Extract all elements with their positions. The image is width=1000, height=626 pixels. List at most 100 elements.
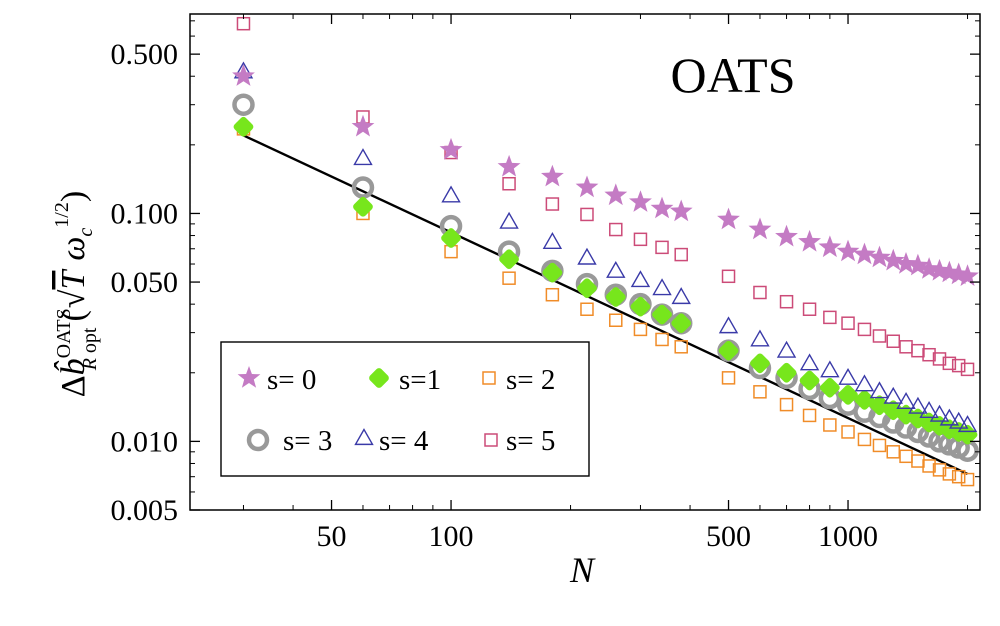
y-title-superscript: OATS [53, 308, 75, 358]
legend-label-s5: s= 5 [506, 425, 555, 457]
point-s=0 [906, 253, 930, 276]
point-s=0 [956, 264, 979, 286]
y-title-subscript-r: R [79, 358, 101, 371]
point-s=5 [942, 356, 957, 371]
y-tick-label: 0.005 [111, 494, 179, 527]
point-s=2 [580, 302, 594, 316]
point-s=1 [652, 304, 672, 325]
point-s=4 [939, 408, 960, 426]
legend-label-s1: s=1 [399, 364, 441, 396]
series-s=2 [236, 122, 975, 487]
point-s=5 [960, 362, 975, 377]
point-s=2 [857, 432, 872, 447]
point-s=1 [233, 116, 254, 137]
point-s=2 [779, 397, 794, 412]
point-s=1 [542, 262, 563, 283]
point-s=4 [441, 185, 461, 203]
point-s=4 [948, 411, 969, 429]
point-s=2 [922, 459, 936, 473]
point-s=0 [917, 257, 941, 279]
point-s=1 [776, 362, 797, 383]
point-s=2 [721, 371, 736, 385]
point-s=5 [580, 207, 594, 222]
point-s=4 [577, 247, 597, 265]
svg-text:Δb̂OATSR opt(√Tωc1/2): Δb̂OATS R opt (√Tωc1/2) [51, 191, 101, 397]
point-s=2 [655, 332, 669, 347]
y-title-omega: ω [55, 237, 92, 261]
y-title-sqrt: √ [55, 289, 92, 308]
point-s=2 [823, 418, 837, 432]
point-s=1 [750, 353, 770, 374]
point-s=0 [748, 217, 772, 240]
point-s=0 [775, 224, 798, 247]
point-s=5 [721, 269, 736, 284]
point-s=5 [802, 302, 817, 316]
point-s=0 [853, 242, 876, 265]
point-s=5 [545, 197, 560, 211]
point-s=5 [841, 316, 855, 330]
point-s=4 [896, 392, 916, 409]
point-s=0 [232, 64, 255, 86]
point-s=1 [671, 313, 692, 334]
legend-marker-s=3 [246, 428, 270, 452]
legend-markers [237, 366, 498, 452]
point-s=4 [883, 386, 903, 404]
y-tick-label: 0.100 [111, 197, 179, 230]
legend-marker-s=0 [237, 366, 261, 388]
point-s=2 [633, 322, 648, 337]
point-s=0 [497, 154, 521, 177]
panel-label: OATS [670, 47, 795, 103]
point-s=1 [577, 278, 597, 299]
point-s=4 [718, 316, 739, 334]
x-tick-label: 50 [317, 520, 347, 553]
point-s=2 [502, 271, 516, 285]
point-s=5 [236, 16, 251, 31]
y-title-delta: Δ [55, 375, 92, 397]
point-s=3 [232, 93, 255, 116]
point-s=2 [960, 472, 975, 487]
point-s=0 [541, 164, 564, 187]
legend-marker-s=4 [354, 428, 374, 446]
point-s=4 [838, 367, 858, 385]
point-s=4 [820, 360, 840, 378]
point-s=5 [922, 347, 936, 362]
point-s=5 [911, 343, 925, 358]
legend-marker-s=1 [369, 368, 389, 388]
point-s=1 [630, 296, 651, 317]
legend-label-s4: s= 4 [379, 425, 429, 457]
point-s=5 [779, 294, 794, 309]
point-s=0 [818, 235, 842, 258]
legend-marker-s=2 [482, 371, 496, 385]
point-s=4 [929, 404, 950, 422]
point-s=5 [655, 240, 669, 255]
point-s=5 [886, 334, 901, 348]
point-s=5 [951, 358, 966, 373]
series-s=4 [233, 61, 978, 433]
point-s=4 [542, 232, 563, 250]
point-s=5 [609, 222, 623, 237]
point-s=2 [951, 469, 966, 484]
point-s=1 [718, 340, 739, 361]
point-s=4 [353, 148, 373, 166]
point-s=1 [854, 390, 875, 410]
point-s=2 [753, 385, 767, 399]
point-s=4 [854, 374, 875, 392]
y-tick-label: 0.500 [111, 38, 179, 71]
y-tick-label: 0.010 [111, 425, 179, 458]
tick-layer: 50 100 500 1000 0.005 0.010 0.050 0.100 0.500 [111, 14, 980, 553]
legend-label-s0: s= 0 [267, 364, 316, 396]
point-s=0 [881, 248, 905, 271]
point-s=5 [502, 176, 516, 191]
point-s=2 [872, 438, 887, 453]
series-s=0 [232, 64, 979, 286]
point-s=1 [499, 249, 519, 270]
x-tick-label: 500 [706, 520, 751, 553]
point-s=1 [441, 228, 461, 248]
point-s=5 [633, 232, 648, 247]
y-title-open-paren: ( [55, 310, 92, 321]
point-s=4 [652, 278, 672, 296]
y-title-close-paren: ) [55, 191, 92, 202]
point-s=4 [671, 287, 691, 305]
point-s=2 [802, 408, 817, 423]
